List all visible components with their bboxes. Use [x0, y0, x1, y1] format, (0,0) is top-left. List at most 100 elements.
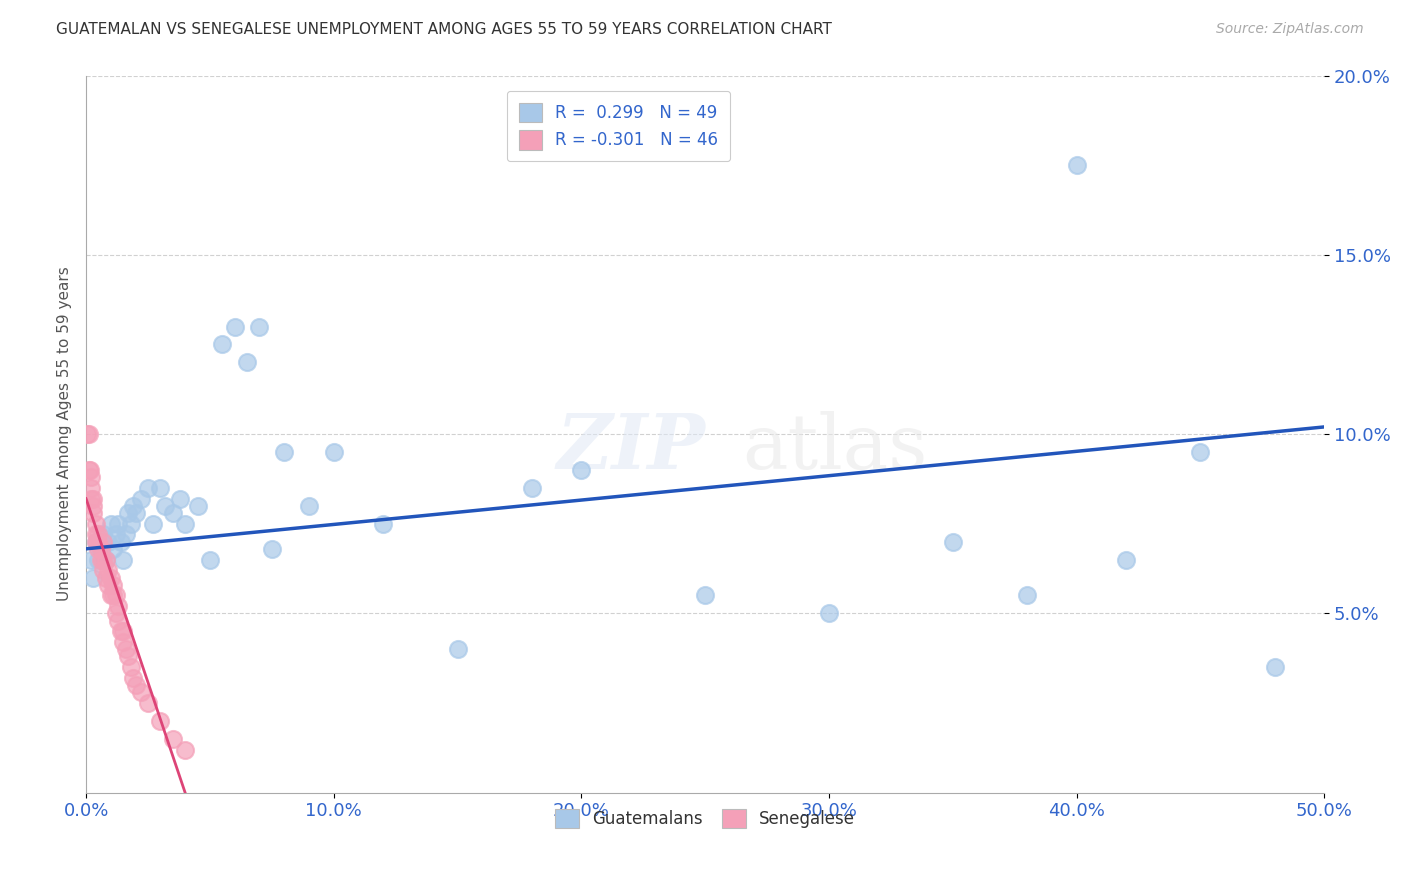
Point: [117, 649, 139, 664]
Point: [93, 527, 115, 541]
Point: [104, 589, 127, 603]
Point: [107, 614, 129, 628]
Point: [112, 552, 135, 566]
Point: [93, 563, 115, 577]
Point: [97, 577, 120, 591]
Legend: Guatemalans, Senegalese: Guatemalans, Senegalese: [548, 802, 862, 835]
Point: [224, 319, 246, 334]
Point: [87, 534, 110, 549]
Point: [1017, 589, 1039, 603]
Point: [249, 319, 271, 334]
Text: atlas: atlas: [742, 411, 928, 485]
Point: [162, 731, 184, 746]
Y-axis label: Unemployment Among Ages 55 to 59 years: Unemployment Among Ages 55 to 59 years: [58, 267, 72, 601]
Point: [77, 463, 100, 477]
Point: [90, 541, 112, 556]
Point: [97, 563, 120, 577]
Point: [129, 685, 152, 699]
Point: [129, 491, 152, 506]
Point: [149, 481, 172, 495]
Point: [100, 589, 122, 603]
Point: [373, 516, 395, 531]
Point: [260, 541, 283, 556]
Point: [107, 599, 129, 614]
Point: [298, 499, 321, 513]
Point: [1066, 158, 1088, 172]
Point: [87, 541, 110, 556]
Point: [104, 527, 127, 541]
Point: [520, 481, 543, 495]
Point: [94, 552, 117, 566]
Point: [84, 534, 107, 549]
Point: [942, 534, 965, 549]
Point: [273, 445, 295, 459]
Point: [120, 660, 142, 674]
Point: [84, 534, 107, 549]
Point: [149, 714, 172, 728]
Point: [162, 506, 184, 520]
Point: [695, 589, 717, 603]
Point: [120, 516, 142, 531]
Point: [100, 570, 122, 584]
Point: [174, 516, 197, 531]
Point: [122, 499, 145, 513]
Point: [104, 607, 127, 621]
Point: [112, 624, 135, 639]
Point: [100, 516, 122, 531]
Point: [1264, 660, 1286, 674]
Point: [186, 499, 208, 513]
Point: [82, 499, 104, 513]
Point: [446, 642, 468, 657]
Point: [103, 589, 125, 603]
Point: [818, 607, 841, 621]
Point: [79, 463, 101, 477]
Point: [136, 696, 159, 710]
Point: [82, 570, 104, 584]
Point: [114, 527, 136, 541]
Point: [1115, 552, 1137, 566]
Point: [124, 506, 146, 520]
Text: ZIP: ZIP: [557, 411, 706, 485]
Point: [77, 427, 100, 442]
Point: [82, 506, 104, 520]
Point: [90, 541, 112, 556]
Point: [94, 570, 117, 584]
Point: [97, 534, 120, 549]
Point: [82, 491, 104, 506]
Point: [122, 671, 145, 685]
Point: [76, 427, 98, 442]
Point: [236, 355, 259, 369]
Point: [174, 742, 197, 756]
Point: [107, 516, 129, 531]
Point: [80, 481, 103, 495]
Point: [110, 534, 132, 549]
Point: [169, 491, 191, 506]
Point: [94, 552, 117, 566]
Point: [1189, 445, 1212, 459]
Point: [117, 506, 139, 520]
Point: [155, 499, 177, 513]
Point: [124, 678, 146, 692]
Point: [80, 552, 103, 566]
Point: [84, 516, 107, 531]
Text: GUATEMALAN VS SENEGALESE UNEMPLOYMENT AMONG AGES 55 TO 59 YEARS CORRELATION CHAR: GUATEMALAN VS SENEGALESE UNEMPLOYMENT AM…: [56, 22, 832, 37]
Point: [142, 516, 165, 531]
Point: [114, 642, 136, 657]
Point: [211, 337, 233, 351]
Point: [93, 552, 115, 566]
Point: [93, 534, 115, 549]
Point: [90, 552, 112, 566]
Point: [80, 491, 103, 506]
Point: [80, 470, 103, 484]
Point: [322, 445, 344, 459]
Point: [84, 527, 107, 541]
Point: [198, 552, 221, 566]
Point: [87, 527, 110, 541]
Text: Source: ZipAtlas.com: Source: ZipAtlas.com: [1216, 22, 1364, 37]
Point: [103, 541, 125, 556]
Point: [110, 624, 132, 639]
Point: [103, 577, 125, 591]
Point: [112, 635, 135, 649]
Point: [569, 463, 592, 477]
Point: [136, 481, 159, 495]
